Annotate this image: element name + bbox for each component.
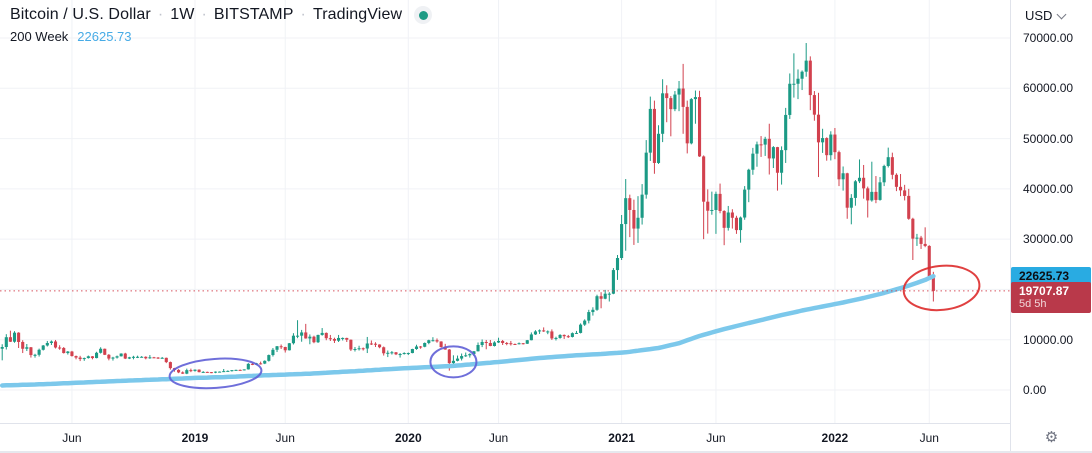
drawing-annotations[interactable] [168,262,982,391]
currency-selector[interactable]: USD [1025,8,1067,23]
indicator-row: 200 Week 22625.73 [10,29,432,44]
bar-countdown: 5d 5h [1019,298,1047,311]
time-axis-label: 2021 [608,431,635,445]
market-status-icon[interactable] [414,6,433,24]
price-axis-label: 60000.00 [1023,81,1074,96]
separator-dot: · [157,6,164,23]
price-axis-label: 50000.00 [1023,131,1074,146]
price-axis-label: 70000.00 [1023,31,1074,45]
time-axis-label: Jun [919,431,939,445]
ma-price-badge: 22625.73 [1011,267,1091,286]
chevron-down-icon [1057,9,1067,19]
plot-area [0,0,1010,423]
time-axis-label: Jun [488,431,509,445]
time-axis-label: Jun [275,431,295,445]
platform-link[interactable]: TradingView [312,6,403,23]
symbol-header: Bitcoin / U.S. Dollar · 1W · BITSTAMP · … [10,6,433,24]
time-axis-label: Jun [62,431,82,445]
separator-dot: · [201,6,207,23]
ma-200-week-line[interactable] [0,273,936,388]
interval-label[interactable]: 1W [170,6,195,23]
time-axis-label: 2022 [821,431,849,445]
currency-label: USD [1025,8,1053,23]
time-axis[interactable]: Jun 2019 Jun 2020 Jun 2021 Jun 2022 Jun [0,423,1010,451]
ma-badge-value: 22625.73 [1019,269,1070,284]
price-axis-label: 0.00 [1023,383,1047,397]
price-axis-label: 10000.00 [1023,332,1074,347]
exchange-label[interactable]: BITSTAMP [213,6,294,23]
price-axis-label: 40000.00 [1023,181,1074,196]
price-axis-label: 30000.00 [1023,232,1074,247]
ellipse-annotation[interactable] [901,262,981,314]
ellipse-annotation[interactable] [429,345,478,379]
price-axis[interactable]: 70000.00 60000.00 50000.00 40000.00 30000.00… [1010,0,1092,451]
settings-gear-icon[interactable]: ⚙ [1044,428,1059,446]
indicator-label[interactable]: 200 Week [10,29,69,44]
time-axis-label: 2020 [394,431,422,445]
indicator-value: 22625.73 [77,29,132,44]
last-price-value: 19707.87 [1019,284,1070,299]
time-axis-label: Jun [706,431,726,445]
candlesticks [0,43,935,375]
chart-legend: Bitcoin / U.S. Dollar · 1W · BITSTAMP · … [10,6,433,44]
separator-dot: · [300,6,306,23]
axis-settings-corner: ⚙ [1011,424,1092,451]
symbol-title[interactable]: Bitcoin / U.S. Dollar [10,6,151,23]
ellipse-annotation[interactable] [168,356,263,391]
time-axis-label: 2019 [181,431,209,445]
last-price-badge: 19707.87 5d 5h [1011,282,1091,314]
